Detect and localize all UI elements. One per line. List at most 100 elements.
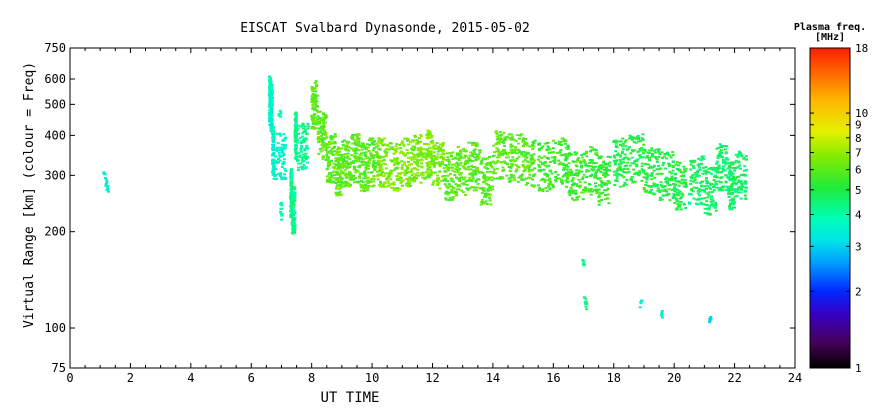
data-point xyxy=(301,135,305,138)
chart-title: EISCAT Svalbard Dynasonde, 2015-05-02 xyxy=(240,21,530,36)
data-point xyxy=(362,177,366,180)
data-point xyxy=(635,165,639,168)
data-point xyxy=(291,222,295,225)
data-point xyxy=(712,166,716,169)
data-point xyxy=(712,179,716,182)
data-point xyxy=(583,161,587,164)
data-point xyxy=(407,163,411,166)
data-point xyxy=(357,180,361,183)
data-point xyxy=(334,153,338,156)
data-point xyxy=(589,164,593,167)
data-point xyxy=(290,172,294,175)
data-point xyxy=(543,178,547,181)
colorbar-tick-label: 5 xyxy=(855,184,862,197)
data-point xyxy=(623,181,627,184)
data-point xyxy=(543,142,547,145)
y-tick-label: 100 xyxy=(44,321,66,335)
data-point xyxy=(511,163,515,166)
data-point xyxy=(303,140,307,143)
data-point xyxy=(595,154,599,157)
data-point xyxy=(547,151,551,154)
data-point xyxy=(406,152,410,155)
data-point xyxy=(584,297,588,300)
y-axis-label: Virtual Range [km] (colour = Freq) xyxy=(22,62,37,328)
data-point xyxy=(497,150,501,153)
data-point xyxy=(546,185,550,188)
data-point-cluster xyxy=(551,137,570,188)
data-point xyxy=(558,162,562,165)
data-point xyxy=(333,135,337,138)
data-point xyxy=(527,170,531,173)
data-point xyxy=(389,146,393,149)
data-point xyxy=(475,155,479,158)
data-point xyxy=(353,133,357,136)
data-point xyxy=(447,166,451,169)
data-point xyxy=(488,199,492,202)
data-point xyxy=(379,182,383,185)
data-point xyxy=(584,301,588,304)
data-point xyxy=(428,146,432,149)
data-point xyxy=(445,165,449,168)
data-point xyxy=(655,148,659,151)
data-point xyxy=(357,166,361,169)
data-point xyxy=(294,153,298,156)
data-point xyxy=(558,141,562,144)
data-point xyxy=(428,131,432,134)
data-point xyxy=(411,158,415,161)
data-point xyxy=(301,122,305,125)
data-point xyxy=(321,133,325,136)
data-point xyxy=(428,161,432,164)
data-point xyxy=(428,172,432,175)
data-point xyxy=(347,162,351,165)
data-point xyxy=(275,147,279,150)
data-point xyxy=(701,172,705,175)
data-point xyxy=(537,149,541,152)
data-point xyxy=(633,160,637,163)
data-point xyxy=(339,179,343,182)
data-point xyxy=(435,158,439,161)
data-point xyxy=(414,142,418,145)
data-point xyxy=(426,133,430,136)
data-point xyxy=(426,155,430,158)
data-point xyxy=(728,205,732,208)
data-point xyxy=(322,145,326,148)
data-point xyxy=(581,191,585,194)
data-point xyxy=(725,145,729,148)
data-point xyxy=(321,120,325,123)
data-point xyxy=(657,148,661,151)
data-point xyxy=(522,155,526,158)
data-point xyxy=(471,143,475,146)
data-point xyxy=(279,134,283,137)
data-point xyxy=(372,154,376,157)
data-point xyxy=(648,165,652,168)
data-point xyxy=(351,137,355,140)
data-point xyxy=(538,165,542,168)
data-point xyxy=(414,167,418,170)
data-point xyxy=(601,164,605,167)
data-point xyxy=(742,157,746,160)
data-point xyxy=(282,176,286,179)
data-point xyxy=(692,197,696,200)
data-point xyxy=(310,125,314,128)
data-point xyxy=(293,199,297,202)
data-point xyxy=(279,172,283,175)
data-point xyxy=(429,153,433,156)
data-point xyxy=(418,154,422,157)
data-point xyxy=(351,161,355,164)
data-point xyxy=(271,158,275,161)
data-point xyxy=(462,182,466,185)
data-point xyxy=(451,197,455,200)
data-point xyxy=(291,232,295,235)
data-point xyxy=(739,173,743,176)
data-point xyxy=(327,173,331,176)
data-point xyxy=(438,170,442,173)
data-point xyxy=(384,153,388,156)
data-point xyxy=(607,181,611,184)
data-point xyxy=(656,189,660,192)
data-point xyxy=(301,153,305,156)
data-point xyxy=(632,162,636,165)
data-point xyxy=(586,189,590,192)
data-point xyxy=(508,137,512,140)
data-point xyxy=(458,155,462,158)
data-point xyxy=(281,152,285,155)
